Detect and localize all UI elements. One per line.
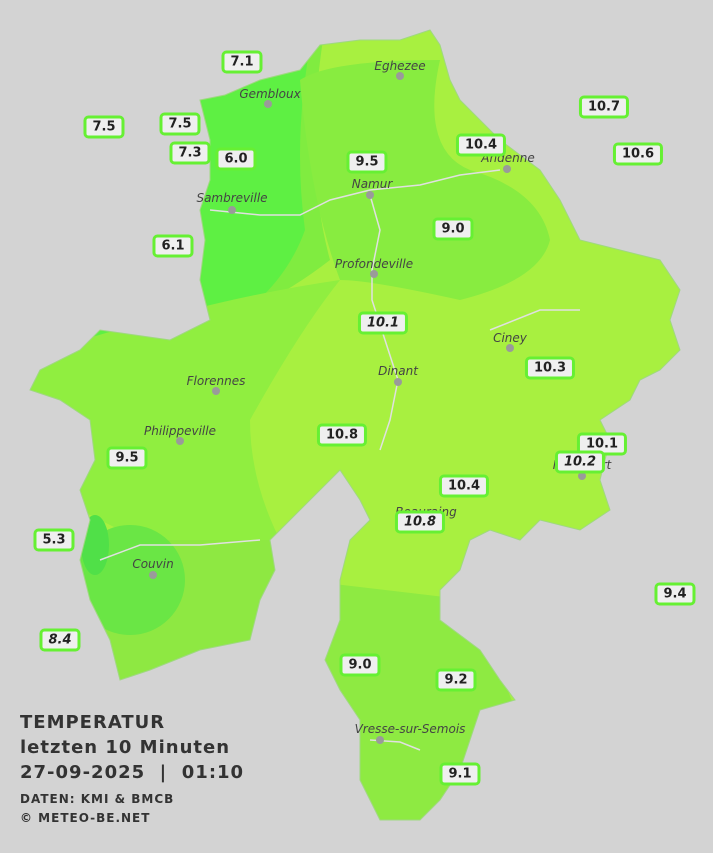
city-label: Couvin [132,557,174,571]
station-value: 6.1 [152,234,194,258]
city-label: Ciney [493,331,527,345]
station-value: 9.5 [346,150,388,174]
city-dot [394,378,402,386]
city-dot [212,387,220,395]
city-label: Philippeville [144,424,216,438]
station-value: 6.0 [215,147,257,171]
station-value: 7.5 [83,115,125,139]
city-label: Namur [351,177,393,191]
city-dot [149,571,157,579]
legend-source: DATEN: KMI & BMCB [20,792,175,806]
city-dot [506,344,514,352]
station-value: 10.8 [316,423,368,447]
station-value: 9.0 [339,653,381,677]
city-label: Dinant [378,364,418,378]
city-dot [176,437,184,445]
city-label: Profondeville [334,257,414,271]
station-value: 9.1 [439,762,481,786]
station-value: 10.1 [357,311,409,335]
city-label: Vresse-sur-Semois [354,722,466,736]
station-value: 7.5 [159,112,201,136]
legend-copyright: © METEO-BE.NET [20,811,151,825]
city-dot [396,72,404,80]
station-value: 9.2 [435,668,477,692]
station-value: 5.3 [33,528,75,552]
city-label: Gembloux [239,87,301,101]
city-dot [578,472,586,480]
rivers [99,169,580,751]
city-dot [376,736,384,744]
station-value: 10.4 [438,474,490,498]
station-value: 10.7 [578,95,630,119]
city-dot [503,165,511,173]
city-dot [264,100,272,108]
station-value: 10.1 [576,432,628,456]
city-dot [366,191,374,199]
city-label: Sambreville [196,191,268,205]
city-label: Florennes [186,374,246,388]
station-value: 9.5 [106,446,148,470]
city-dot [228,206,236,214]
station-value: 10.8 [394,510,446,534]
station-value: 9.0 [432,217,474,241]
legend-period: letzten 10 Minuten [20,737,231,758]
legend-datetime: 27-09-2025 | 01:10 [20,762,245,783]
city-label: Eghezee [374,59,426,73]
station-value: 10.3 [524,356,576,380]
station-value: 10.6 [612,142,664,166]
station-value: 7.3 [169,141,211,165]
station-value: 10.2 [554,450,606,474]
station-value: 7.1 [221,50,263,74]
city-dot [370,270,378,278]
station-value: 8.4 [39,628,81,652]
station-value: 10.4 [455,133,507,157]
station-value: 9.4 [654,582,696,606]
legend-title: TEMPERATUR [20,712,166,733]
